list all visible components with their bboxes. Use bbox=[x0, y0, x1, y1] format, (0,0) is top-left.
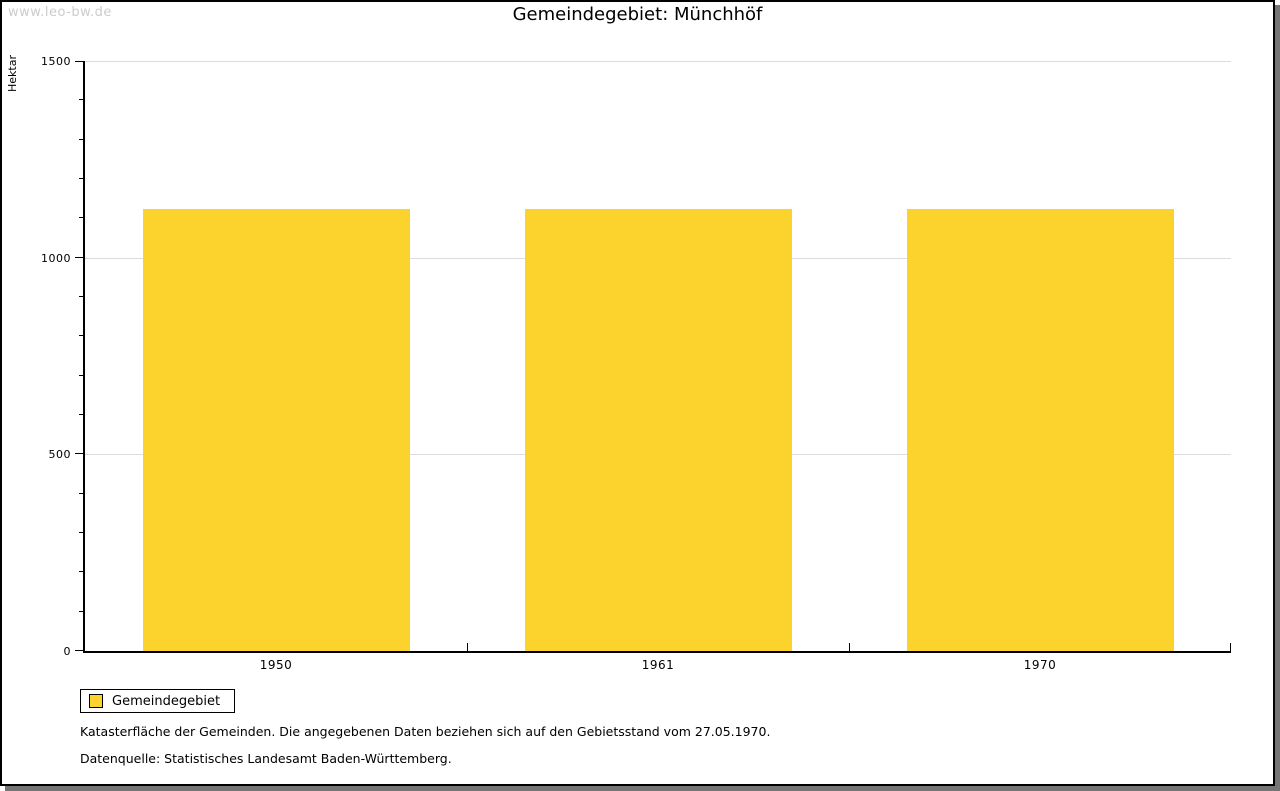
x-axis-label: 1950 bbox=[259, 658, 293, 672]
y-tick bbox=[79, 532, 83, 533]
page-title: Gemeindegebiet: Münchhöf bbox=[512, 4, 763, 25]
bar-1970 bbox=[907, 209, 1174, 651]
x-axis-label: 1961 bbox=[641, 658, 675, 672]
y-tick bbox=[75, 61, 83, 62]
y-tick bbox=[79, 99, 83, 101]
y-tick bbox=[79, 335, 83, 337]
y-tick bbox=[79, 138, 83, 140]
y-tick bbox=[79, 374, 83, 376]
plot-area: 0 500 1000 1500 1950 1961 1970 bbox=[41, 55, 1231, 672]
x-tick bbox=[849, 643, 850, 651]
bar-1950 bbox=[143, 209, 410, 651]
y-tick bbox=[79, 571, 83, 573]
bar-1961 bbox=[525, 209, 792, 651]
x-tick bbox=[467, 643, 468, 651]
y-tick-label: 1000 bbox=[41, 251, 71, 265]
legend: Gemeindegebiet bbox=[80, 689, 236, 713]
legend-swatch bbox=[89, 694, 103, 708]
y-tick bbox=[79, 296, 83, 297]
gridline bbox=[85, 61, 1231, 62]
y-tick bbox=[79, 178, 83, 179]
y-tick-label: 0 bbox=[63, 645, 71, 658]
x-axis-end-tick bbox=[1230, 643, 1231, 651]
y-tick bbox=[75, 650, 83, 651]
y-tick bbox=[79, 217, 83, 219]
legend-label: Gemeindegebiet bbox=[112, 693, 221, 709]
footnote-data-source: Datenquelle: Statistisches Landesamt Bad… bbox=[80, 751, 452, 766]
y-tick bbox=[79, 610, 83, 612]
x-axis-line bbox=[83, 651, 1231, 653]
watermark: www.leo-bw.de bbox=[8, 5, 112, 20]
y-tick-label: 500 bbox=[48, 448, 71, 462]
y-tick bbox=[79, 492, 83, 494]
y-tick bbox=[75, 453, 83, 455]
x-axis-label: 1970 bbox=[1023, 658, 1057, 672]
y-tick-label: 1500 bbox=[41, 55, 71, 68]
y-tick bbox=[79, 414, 83, 415]
footnote-source-note: Katasterfläche der Gemeinden. Die angege… bbox=[80, 724, 771, 739]
y-axis-line bbox=[83, 61, 85, 653]
y-tick bbox=[75, 256, 83, 258]
